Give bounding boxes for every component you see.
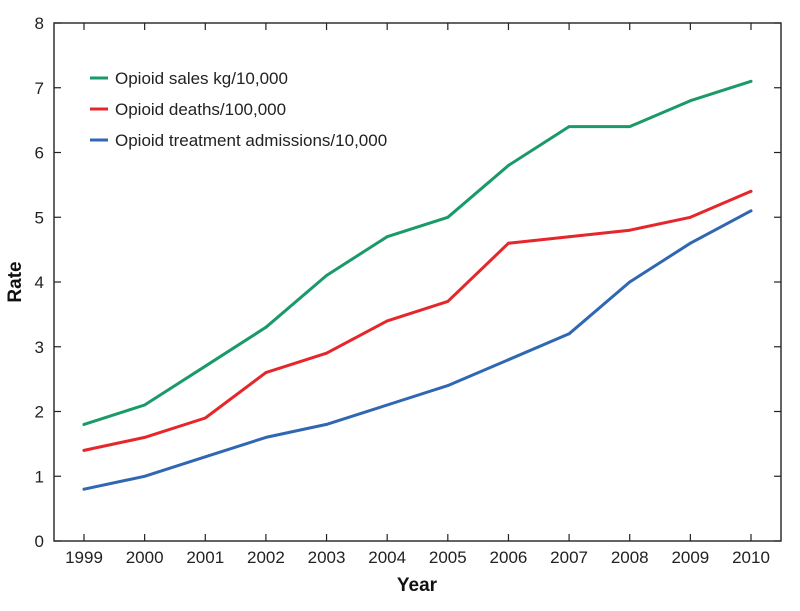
y-tick-label: 2 bbox=[35, 403, 44, 422]
x-tick-label: 1999 bbox=[65, 548, 103, 567]
data-point bbox=[749, 79, 753, 83]
x-tick-label: 2003 bbox=[308, 548, 346, 567]
y-tick-label: 7 bbox=[35, 79, 44, 98]
legend: Opioid sales kg/10,000 Opioid deaths/100,… bbox=[90, 69, 387, 150]
data-point bbox=[203, 364, 207, 368]
y-tick-label: 0 bbox=[35, 532, 44, 551]
data-point bbox=[203, 416, 207, 420]
y-tick-label: 5 bbox=[35, 208, 44, 227]
data-point bbox=[628, 125, 632, 128]
data-point bbox=[325, 274, 328, 277]
x-tick-label: 2009 bbox=[671, 548, 709, 567]
y-tick-label: 6 bbox=[35, 144, 44, 163]
data-point bbox=[325, 351, 328, 355]
x-tick-label: 2006 bbox=[490, 548, 528, 567]
data-point bbox=[567, 125, 571, 128]
y-tick-label: 8 bbox=[35, 14, 44, 33]
data-point bbox=[143, 403, 147, 407]
x-tick-label: 2007 bbox=[550, 548, 588, 567]
data-point bbox=[688, 241, 692, 245]
data-point bbox=[628, 280, 632, 284]
x-tick-label: 2005 bbox=[429, 548, 467, 567]
data-point bbox=[325, 423, 328, 426]
data-point bbox=[567, 332, 571, 336]
series-lines bbox=[82, 79, 753, 491]
x-axis-title: Year bbox=[397, 575, 438, 596]
data-point bbox=[385, 319, 389, 323]
y-axis: 0 1 2 3 4 5 6 7 8 bbox=[35, 14, 781, 551]
data-point bbox=[749, 189, 753, 193]
data-point bbox=[264, 436, 268, 439]
x-tick-label: 2004 bbox=[368, 548, 406, 567]
data-point bbox=[507, 358, 510, 362]
series-line-2 bbox=[82, 189, 753, 452]
data-point bbox=[446, 215, 450, 219]
series-line-3 bbox=[82, 209, 753, 491]
data-point bbox=[82, 487, 86, 491]
data-point bbox=[688, 215, 692, 219]
data-point bbox=[446, 300, 450, 303]
x-tick-label: 2002 bbox=[247, 548, 285, 567]
data-point bbox=[688, 99, 692, 103]
x-tick-label: 2008 bbox=[611, 548, 649, 567]
y-tick-label: 4 bbox=[35, 273, 44, 292]
data-point bbox=[628, 228, 632, 232]
data-point bbox=[143, 436, 147, 439]
legend-label: Opioid treatment admissions/10,000 bbox=[115, 131, 387, 150]
data-point bbox=[385, 235, 389, 239]
data-point bbox=[507, 241, 510, 245]
data-point bbox=[567, 235, 571, 239]
data-point bbox=[203, 455, 207, 459]
data-point bbox=[385, 403, 389, 407]
y-axis-title: Rate bbox=[5, 261, 26, 302]
data-point bbox=[82, 423, 86, 426]
data-point bbox=[507, 164, 510, 167]
data-point bbox=[264, 371, 268, 375]
x-tick-label: 2001 bbox=[186, 548, 224, 567]
data-point bbox=[446, 384, 450, 387]
x-axis: 1999 2000 2001 2002 2003 2004 2005 2006 2007 2008… bbox=[65, 23, 770, 567]
x-tick-label: 2010 bbox=[732, 548, 770, 567]
legend-label: Opioid deaths/100,000 bbox=[115, 100, 286, 119]
data-point bbox=[749, 209, 753, 213]
legend-label: Opioid sales kg/10,000 bbox=[115, 69, 288, 88]
data-point bbox=[82, 448, 86, 452]
data-point bbox=[143, 474, 147, 478]
data-point bbox=[264, 325, 268, 329]
y-tick-label: 3 bbox=[35, 338, 44, 357]
series-line-1 bbox=[82, 79, 753, 426]
y-tick-label: 1 bbox=[35, 467, 44, 486]
x-tick-label: 2000 bbox=[126, 548, 164, 567]
